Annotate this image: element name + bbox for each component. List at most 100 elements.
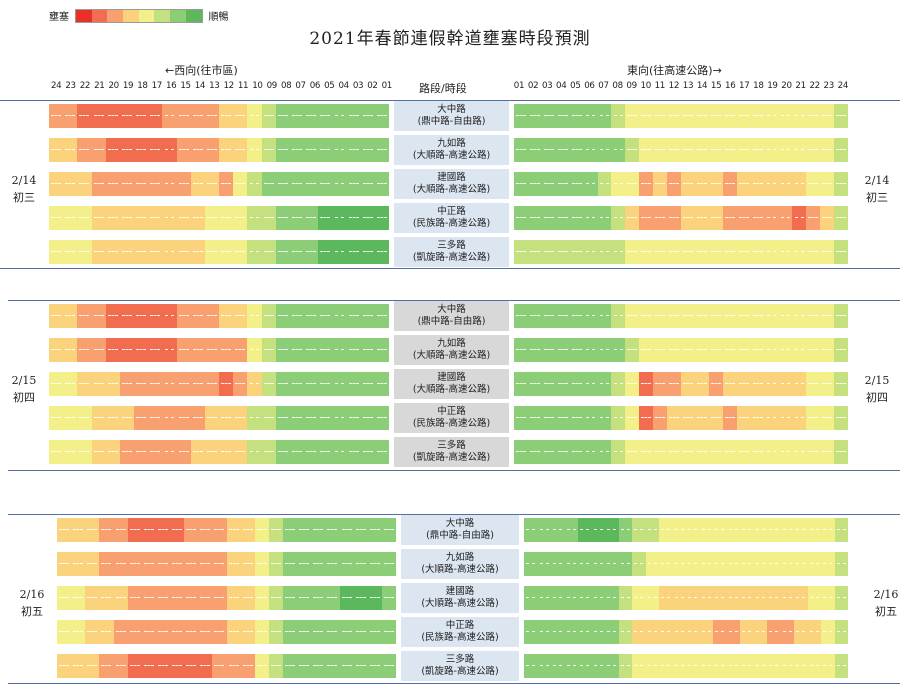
west-congestion-strip (57, 620, 396, 644)
congestion-cell (170, 552, 185, 576)
congestion-cell (226, 654, 241, 678)
congestion-cell (77, 440, 92, 464)
hour-tick-label: 06 (309, 81, 321, 91)
congestion-cell (268, 586, 283, 610)
congestion-cell (268, 654, 283, 678)
congestion-cell (632, 654, 646, 678)
hour-tick-label: 22 (809, 81, 820, 91)
congestion-cell (625, 440, 640, 464)
congestion-cell (681, 304, 695, 328)
congestion-cell (564, 586, 578, 610)
congestion-cell (514, 372, 528, 396)
congestion-cell (204, 406, 220, 430)
road-segment: (鼎中路-自由路) (417, 316, 486, 327)
congestion-cell (134, 372, 149, 396)
congestion-cell (821, 518, 835, 542)
congestion-cell (190, 206, 205, 230)
east-congestion-strip (514, 440, 848, 464)
congestion-cell (113, 552, 128, 576)
date-label-west: 2/14 初三 (4, 172, 44, 206)
congestion-cell (820, 440, 835, 464)
east-congestion-strip (524, 552, 848, 576)
congestion-cell (190, 172, 205, 196)
congestion-cell (591, 518, 605, 542)
congestion-cell (105, 440, 120, 464)
congestion-cell (275, 138, 290, 162)
east-congestion-strip (514, 372, 848, 396)
west-congestion-strip (49, 338, 389, 362)
congestion-cell (283, 586, 298, 610)
congestion-cell (275, 240, 290, 264)
congestion-cell (672, 518, 686, 542)
section-divider (8, 470, 900, 471)
east-congestion-strip (514, 304, 848, 328)
congestion-cell (85, 586, 100, 610)
congestion-cell (578, 552, 592, 576)
congestion-cell (778, 138, 793, 162)
hour-tick-label: 12 (223, 81, 234, 91)
congestion-cell (555, 240, 570, 264)
congestion-cell (283, 518, 298, 542)
hour-tick-label: 11 (654, 81, 666, 91)
congestion-cell (325, 518, 340, 542)
congestion-cell (750, 104, 765, 128)
congestion-cell (119, 104, 135, 128)
congestion-cell (820, 240, 835, 264)
congestion-cell (176, 338, 191, 362)
hour-tick-label: 21 (94, 81, 105, 91)
congestion-cell (275, 304, 290, 328)
west-congestion-strip (49, 406, 389, 430)
congestion-cell (736, 372, 751, 396)
congestion-cell (597, 304, 612, 328)
congestion-cell (694, 172, 709, 196)
congestion-cell (360, 104, 375, 128)
road-name: 建國路 (445, 586, 475, 597)
congestion-cell (49, 138, 64, 162)
lunar-day-text: 初四 (13, 391, 35, 404)
congestion-cell (618, 552, 632, 576)
congestion-cell (304, 172, 319, 196)
congestion-cell (667, 304, 682, 328)
congestion-cell (806, 338, 821, 362)
east-congestion-strip (514, 104, 848, 128)
east-direction-label: 東向(往高速公路)→ (627, 64, 722, 77)
congestion-cell (63, 240, 78, 264)
congestion-cell (170, 586, 185, 610)
congestion-cell (148, 104, 163, 128)
congestion-cell (162, 372, 177, 396)
congestion-cell (767, 518, 781, 542)
congestion-cell (764, 240, 779, 264)
congestion-cell (190, 104, 205, 128)
congestion-cell (597, 406, 612, 430)
date-label-east: 2/14 初三 (857, 172, 897, 206)
congestion-cell (537, 518, 551, 542)
congestion-cell (204, 240, 220, 264)
east-congestion-strip (524, 586, 848, 610)
congestion-cell (834, 372, 848, 396)
congestion-cell (605, 620, 619, 644)
congestion-cell (77, 104, 92, 128)
road-label: 九如路 (大順路-高速公路) (401, 549, 519, 579)
congestion-cell (346, 172, 361, 196)
congestion-cell (713, 654, 727, 678)
congestion-cell (750, 406, 765, 430)
congestion-cell (162, 138, 177, 162)
legend-swatch (107, 9, 124, 22)
congestion-cell (127, 552, 142, 576)
congestion-cell (374, 304, 389, 328)
congestion-cell (541, 104, 556, 128)
congestion-cell (346, 440, 361, 464)
congestion-cell (659, 620, 673, 644)
congestion-cell (569, 406, 584, 430)
congestion-cell (537, 620, 551, 644)
congestion-cell (514, 138, 528, 162)
congestion-cell (807, 654, 821, 678)
congestion-cell (639, 304, 654, 328)
congestion-cell (653, 138, 668, 162)
congestion-cell (551, 518, 565, 542)
road-label: 大中路 (鼎中路-自由路) (394, 301, 509, 331)
road-name: 三多路 (437, 240, 466, 251)
congestion-cell (611, 372, 626, 396)
congestion-cell (99, 552, 114, 576)
congestion-cell (806, 440, 821, 464)
